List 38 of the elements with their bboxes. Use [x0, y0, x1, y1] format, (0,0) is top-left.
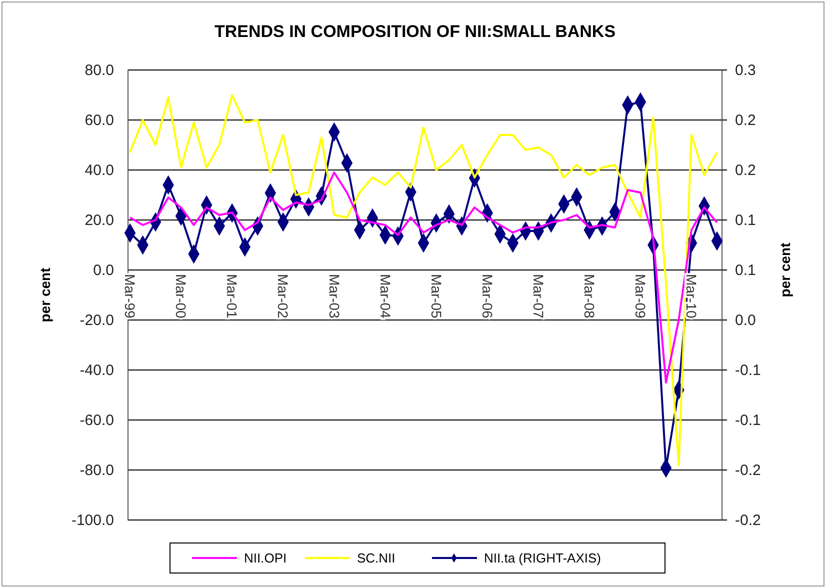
y-tick-label: 80.0: [84, 62, 114, 79]
y2-tick-label: 0.3: [735, 62, 756, 79]
x-tick-label: Mar-09: [632, 274, 649, 319]
x-tick-label: Mar-07: [530, 274, 546, 319]
x-tick-label: Mar-04: [377, 274, 394, 319]
y-tick-label: -100.0: [71, 512, 114, 529]
x-tick-label: Mar-03: [326, 274, 342, 319]
x-tick-label: Mar-00: [173, 274, 190, 319]
y2-tick-label: -0.1: [735, 362, 761, 379]
y2-tick-label: 0.1: [735, 212, 756, 229]
y-tick-label: 60.0: [84, 112, 114, 129]
y2-tick-label: 0.1: [735, 262, 756, 279]
y-tick-label: -20.0: [80, 312, 114, 329]
y2-tick-label: -0.2: [735, 462, 761, 479]
x-tick-label: Mar-01: [224, 274, 240, 319]
chart-title: TRENDS IN COMPOSITION OF NII:SMALL BANKS: [214, 22, 616, 41]
y-tick-label: 0.0: [93, 262, 114, 279]
y-axis-title: per cent: [37, 267, 53, 322]
x-tick-label: Mar-05: [428, 274, 444, 319]
y-tick-label: -80.0: [80, 462, 114, 479]
y-tick-label: -60.0: [80, 412, 114, 429]
x-tick-label: Mar-10: [684, 274, 700, 319]
x-tick-label: Mar-99: [122, 274, 138, 319]
x-tick-label: Mar-06: [479, 274, 496, 319]
y2-tick-label: 0.2: [735, 162, 756, 179]
y-tick-label: 20.0: [84, 212, 114, 229]
legend-label: NII.ta (RIGHT-AXIS): [484, 550, 602, 566]
x-tick-label: Mar-02: [275, 274, 292, 319]
y2-tick-label: -0.2: [735, 512, 761, 529]
y-tick-label: -40.0: [80, 362, 114, 379]
y2-axis-title: per cent: [777, 242, 793, 298]
y-tick-label: 40.0: [84, 162, 114, 179]
x-tick-label: Mar-08: [581, 274, 598, 319]
legend-label: SC.NII: [357, 550, 396, 566]
y2-tick-label: 0.0: [735, 312, 756, 329]
y2-tick-label: -0.1: [735, 412, 761, 429]
legend-label: NII.OPI: [244, 550, 287, 566]
y2-tick-label: 0.2: [735, 112, 756, 129]
